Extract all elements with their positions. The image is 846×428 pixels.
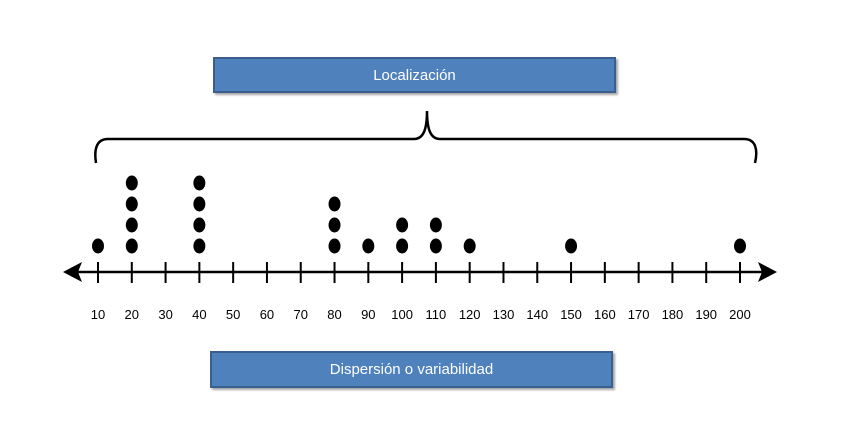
data-dot bbox=[125, 217, 138, 233]
right-arrow-head-icon bbox=[758, 262, 777, 282]
axis-tick-label: 30 bbox=[158, 307, 172, 322]
axis-tick-label: 50 bbox=[226, 307, 240, 322]
left-arrow-head-icon bbox=[63, 262, 82, 282]
axis-tick-label: 110 bbox=[426, 307, 447, 322]
data-dot bbox=[396, 217, 409, 233]
curly-brace bbox=[94, 110, 758, 164]
localizacion-label: Localización bbox=[373, 66, 456, 84]
data-dot bbox=[565, 238, 578, 254]
axis-tick-label: 100 bbox=[391, 307, 413, 322]
axis-tick-label: 80 bbox=[327, 307, 341, 322]
axis-tick-label: 160 bbox=[594, 307, 616, 322]
axis-tick-label: 10 bbox=[91, 307, 105, 322]
axis-tick-label: 140 bbox=[526, 307, 548, 322]
axis-tick-label: 20 bbox=[125, 307, 139, 322]
axis-tick-label: 130 bbox=[493, 307, 515, 322]
data-dot bbox=[125, 196, 138, 212]
data-dot bbox=[125, 238, 138, 254]
dispersion-label-box: Dispersión o variabilidad bbox=[210, 351, 613, 388]
data-dot bbox=[328, 217, 341, 233]
data-dot bbox=[125, 175, 138, 191]
axis-tick-label: 90 bbox=[361, 307, 375, 322]
data-dot bbox=[328, 196, 341, 212]
axis-tick-label: 60 bbox=[260, 307, 274, 322]
data-dot bbox=[396, 238, 409, 254]
axis-tick-label: 170 bbox=[628, 307, 650, 322]
axis-tick-label: 190 bbox=[695, 307, 717, 322]
localizacion-label-box: Localización bbox=[213, 57, 616, 93]
data-dot bbox=[193, 175, 206, 191]
axis-tick-label: 200 bbox=[729, 307, 751, 322]
axis-tick-label: 180 bbox=[662, 307, 684, 322]
data-dot bbox=[429, 238, 442, 254]
data-dot bbox=[429, 217, 442, 233]
axis-tick-label: 150 bbox=[560, 307, 582, 322]
data-dot bbox=[193, 238, 206, 254]
axis-tick-label: 70 bbox=[294, 307, 308, 322]
data-dot bbox=[193, 196, 206, 212]
dispersion-label: Dispersión o variabilidad bbox=[329, 361, 494, 378]
data-dot bbox=[463, 238, 476, 254]
data-dot bbox=[328, 238, 341, 254]
axis-tick-label: 120 bbox=[459, 307, 481, 322]
data-dot bbox=[734, 238, 746, 254]
data-dot bbox=[362, 238, 375, 254]
data-dot bbox=[92, 238, 104, 254]
data-dot bbox=[193, 217, 206, 233]
axis-tick-label: 40 bbox=[192, 307, 206, 322]
